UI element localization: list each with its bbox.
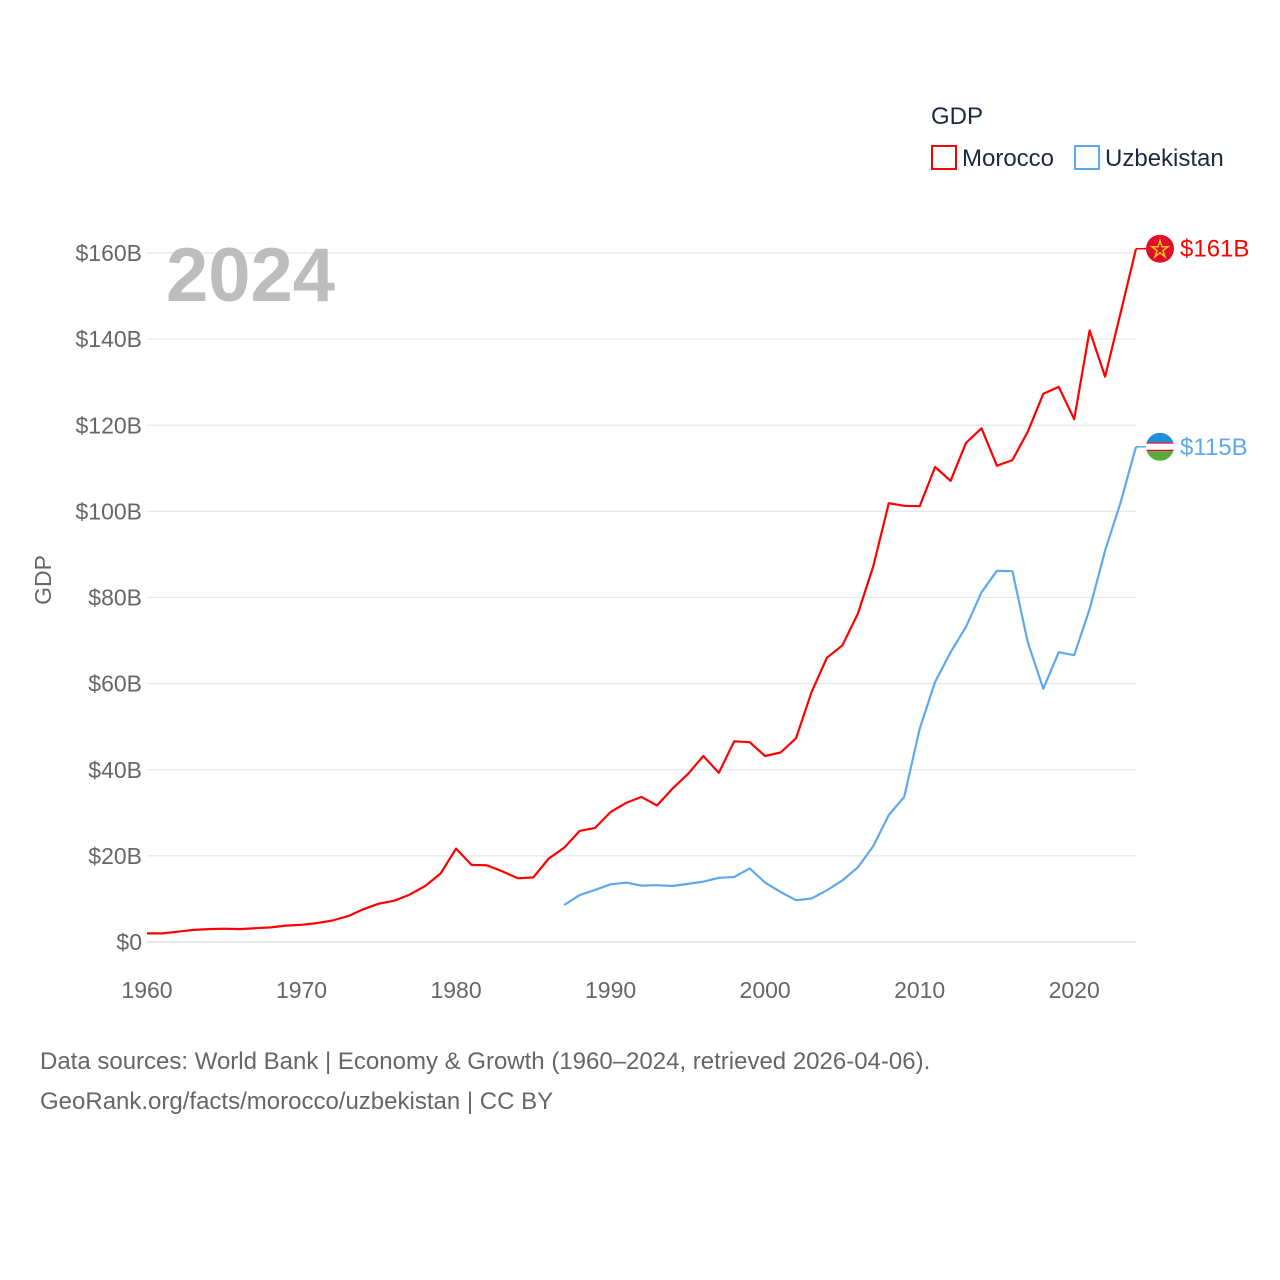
x-tick-label: 2010 bbox=[894, 977, 945, 1003]
x-tick-label: 1990 bbox=[585, 977, 636, 1003]
morocco-end-label: $161B bbox=[1180, 236, 1249, 263]
x-tick-label: 2020 bbox=[1049, 977, 1100, 1003]
legend-item-morocco: Morocco bbox=[931, 145, 1054, 172]
legend-label: Morocco bbox=[962, 145, 1054, 172]
legend-label: Uzbekistan bbox=[1105, 145, 1224, 172]
x-tick-label: 2000 bbox=[740, 977, 791, 1003]
footer: Data sources: World Bank | Economy & Gro… bbox=[40, 1042, 930, 1122]
legend: GDP Morocco Uzbekistan bbox=[931, 103, 1224, 172]
legend-swatch bbox=[1074, 145, 1101, 170]
morocco-line bbox=[147, 248, 1138, 935]
y-tick-label: $140B bbox=[75, 326, 142, 352]
x-tick-label: 1960 bbox=[121, 977, 172, 1003]
morocco-flag-icon bbox=[1146, 234, 1174, 263]
uzbekistan-line bbox=[563, 446, 1138, 906]
legend-swatch bbox=[931, 145, 957, 170]
grid-lines bbox=[147, 252, 1136, 943]
y-tick-label: $100B bbox=[75, 498, 142, 524]
star-icon bbox=[1149, 238, 1171, 259]
y-axis-ticks: $0 $20B $40B $60B $80B $100B $120B $140B $160B bbox=[75, 240, 142, 955]
y-tick-label: $80B bbox=[88, 585, 142, 611]
y-tick-label: $40B bbox=[88, 757, 142, 783]
y-tick-label: $60B bbox=[88, 671, 142, 697]
uzbekistan-end-label: $115B bbox=[1180, 434, 1248, 461]
y-tick-label: $20B bbox=[88, 843, 142, 869]
flag-stripes bbox=[1146, 432, 1174, 461]
y-tick-label: $120B bbox=[75, 412, 142, 438]
data-source-text: Data sources: World Bank | Economy & Gro… bbox=[40, 1048, 931, 1075]
stripe-red bbox=[1146, 442, 1174, 444]
stripe-blue bbox=[1146, 432, 1174, 443]
flag-disc bbox=[1146, 234, 1174, 263]
uzbekistan-flag-icon bbox=[1146, 432, 1174, 461]
x-tick-label: 1980 bbox=[430, 977, 481, 1003]
legend-title: GDP bbox=[931, 103, 983, 130]
y-tick-label: $0 bbox=[116, 929, 142, 955]
stripe-white bbox=[1146, 443, 1174, 450]
y-axis-label: GDP bbox=[30, 555, 56, 605]
x-axis-ticks: 1960 1970 1980 1990 2000 2010 2020 bbox=[121, 977, 1099, 1003]
stripe-red bbox=[1146, 449, 1174, 452]
legend-item-uzbekistan: Uzbekistan bbox=[1074, 145, 1224, 172]
x-tick-label: 1970 bbox=[276, 977, 327, 1003]
attribution-text: GeoRank.org/facts/morocco/uzbekistan | C… bbox=[40, 1088, 554, 1115]
year-label: 2024 bbox=[166, 233, 335, 318]
end-markers: $161B $115B bbox=[1136, 234, 1249, 461]
series-lines bbox=[147, 248, 1138, 935]
y-tick-label: $160B bbox=[75, 240, 142, 266]
stripe-green bbox=[1146, 451, 1174, 461]
